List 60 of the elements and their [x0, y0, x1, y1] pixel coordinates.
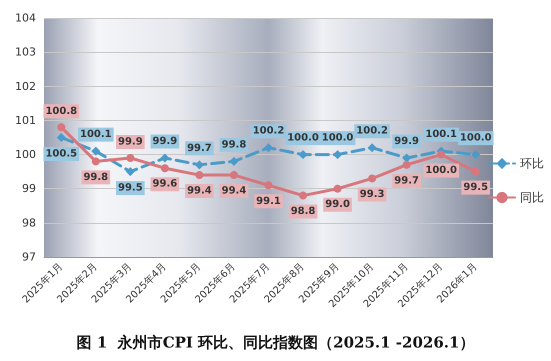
data-label: 100.1: [80, 129, 112, 140]
data-label: 99.6: [152, 178, 178, 190]
point: [126, 154, 134, 162]
point: [194, 160, 204, 170]
point: [160, 153, 170, 162]
data-label: 99.9: [394, 136, 420, 147]
data-label: 99.9: [118, 136, 143, 148]
data-label: 99.5: [118, 182, 143, 194]
data-label: 100.1: [425, 129, 458, 140]
data-label: 100.0: [425, 165, 458, 176]
legend-label: 环比: [520, 156, 544, 170]
data-label: 99.0: [325, 199, 350, 210]
point: [56, 133, 66, 142]
data-label: 100.0: [460, 132, 492, 144]
point: [368, 174, 376, 182]
data-label: 100.5: [45, 148, 78, 160]
data-label: 99.1: [256, 196, 281, 207]
point: [264, 181, 272, 190]
data-label: 98.8: [290, 206, 316, 218]
y-tick-label: 101: [15, 114, 36, 127]
point: [472, 168, 480, 176]
point: [368, 143, 377, 152]
y-tick-label: 103: [15, 46, 36, 59]
y-tick-label: 98: [22, 216, 36, 230]
text: 图 1 永州市CPI 环比、同比指数图（2025.1 -2026.1）: [76, 334, 474, 352]
point: [126, 167, 135, 176]
data-label: 99.3: [360, 188, 384, 200]
y-tick-label: 99: [22, 182, 36, 196]
point: [264, 143, 273, 152]
point: [471, 150, 480, 160]
point: [402, 160, 411, 169]
legend-label: 同比: [520, 190, 544, 204]
y-tick-label: 102: [15, 80, 36, 93]
point: [334, 184, 342, 193]
point: [230, 171, 238, 180]
data-label: 99.4: [222, 186, 246, 197]
data-label: 100.2: [356, 126, 388, 137]
data-label: 100.8: [45, 106, 78, 117]
point: [92, 157, 100, 166]
data-label: 99.8: [222, 139, 246, 150]
y-tick-label: 104: [15, 12, 36, 24]
point: [91, 146, 100, 156]
point: [437, 150, 446, 159]
data-label: 100.2: [252, 126, 284, 137]
data-label: 99.7: [394, 175, 420, 186]
point: [299, 192, 308, 200]
data-label: 99.7: [187, 142, 212, 154]
point: [402, 153, 412, 162]
point: [57, 123, 66, 132]
data-label: 100.0: [322, 132, 354, 144]
data-label: 99.9: [152, 136, 178, 147]
point: [333, 150, 342, 160]
data-label: 99.4: [187, 186, 212, 197]
data-label: 99.8: [83, 172, 108, 183]
data-label: 99.5: [463, 182, 488, 194]
point: [160, 164, 169, 172]
y-tick-label: 100: [15, 148, 36, 162]
y-tick-label: 97: [22, 250, 36, 264]
data-label: 100.0: [287, 132, 319, 144]
point: [195, 171, 204, 180]
